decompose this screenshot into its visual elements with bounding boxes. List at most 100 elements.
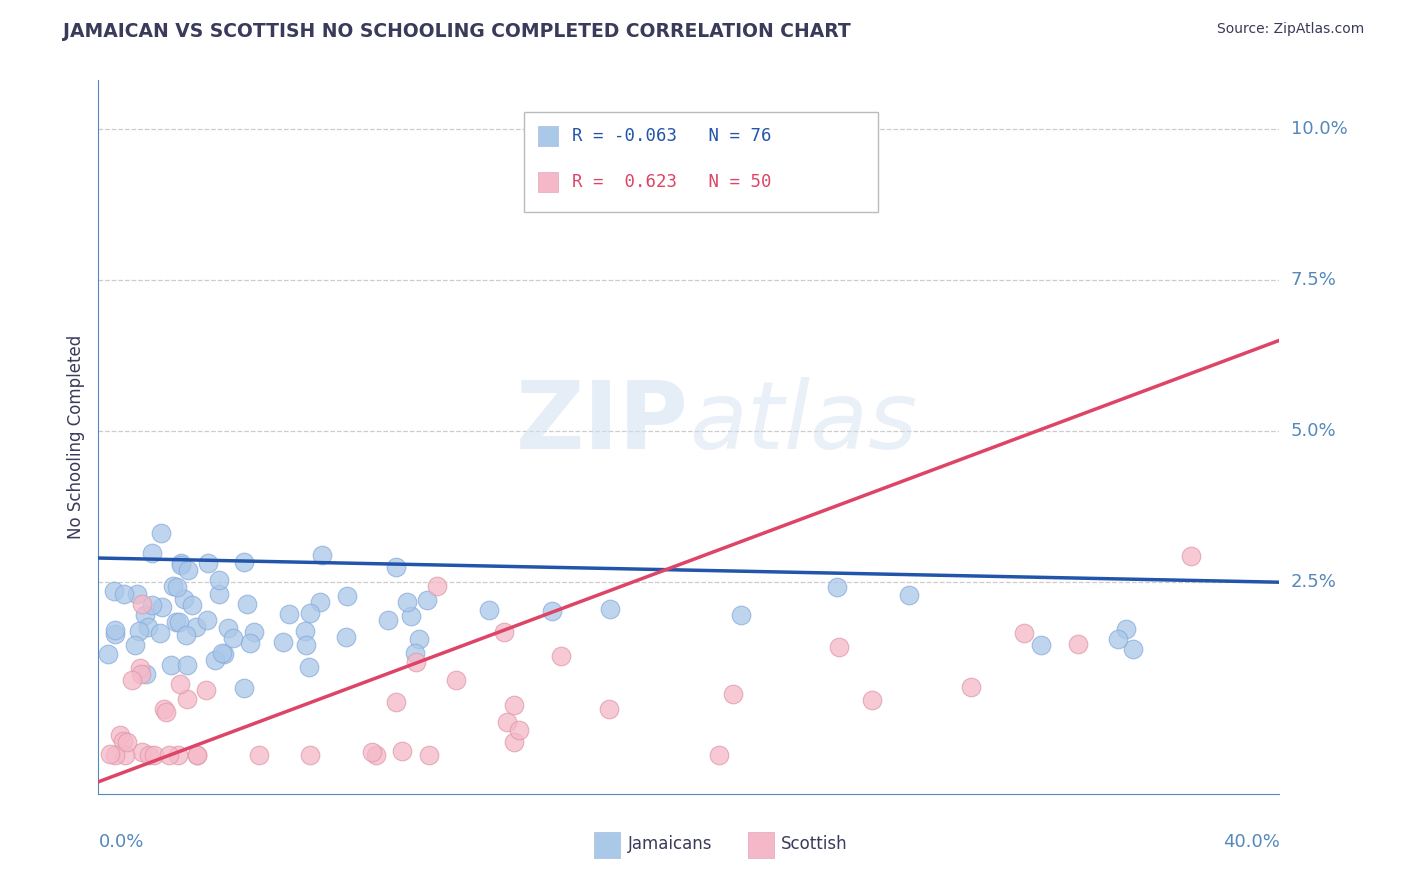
Point [1149, 639, 1171, 653]
Point [995, 366, 1018, 380]
Point [205, 555, 228, 569]
Point [602, 582, 624, 597]
Point [170, 541, 193, 556]
Point [167, 661, 190, 675]
Point [440, 670, 463, 684]
Point [115, 574, 138, 588]
Point [103, 739, 125, 753]
Point [225, 531, 247, 545]
Point [96, 523, 118, 537]
Point [957, 459, 980, 474]
Point [155, 507, 177, 521]
Point [132, 756, 155, 771]
Text: 0.0%: 0.0% [98, 833, 143, 851]
Point [444, 558, 467, 572]
FancyBboxPatch shape [537, 126, 558, 146]
Point [202, 581, 225, 595]
Point [142, 756, 165, 771]
Point [202, 600, 225, 615]
Point [142, 574, 165, 589]
Point [127, 756, 149, 771]
Point [344, 615, 367, 630]
Text: R = -0.063   N = 76: R = -0.063 N = 76 [572, 127, 772, 145]
Point [108, 528, 131, 542]
Point [136, 628, 159, 642]
FancyBboxPatch shape [523, 112, 877, 212]
Point [1012, 558, 1035, 572]
Point [318, 738, 340, 752]
FancyBboxPatch shape [537, 172, 558, 193]
Point [225, 589, 247, 603]
Point [94, 756, 117, 771]
Y-axis label: No Schooling Completed: No Schooling Completed [66, 335, 84, 539]
Point [111, 541, 134, 555]
Point [695, 473, 717, 487]
Point [110, 580, 132, 594]
Point [432, 756, 454, 771]
Point [114, 642, 136, 657]
Point [242, 756, 264, 771]
FancyBboxPatch shape [595, 832, 620, 858]
Point [105, 650, 128, 665]
Point [132, 656, 155, 670]
FancyBboxPatch shape [748, 832, 773, 858]
Point [101, 527, 124, 541]
Point [312, 582, 335, 596]
Point [115, 756, 138, 771]
Point [134, 483, 156, 497]
Text: Source: ZipAtlas.com: Source: ZipAtlas.com [1216, 22, 1364, 37]
Point [101, 756, 124, 771]
Point [239, 753, 262, 767]
Point [121, 582, 143, 597]
Point [264, 624, 287, 638]
Point [124, 692, 146, 706]
Point [112, 558, 135, 572]
Point [662, 606, 685, 620]
Point [1085, 487, 1108, 501]
Point [134, 485, 156, 500]
Point [148, 665, 170, 679]
Point [136, 677, 159, 691]
Point [339, 551, 361, 566]
Point [654, 592, 676, 607]
Point [122, 546, 145, 560]
Point [117, 543, 139, 558]
Point [172, 597, 194, 611]
Point [96, 756, 118, 771]
Point [318, 685, 340, 699]
Point [266, 591, 288, 605]
Text: 10.0%: 10.0% [1291, 120, 1347, 137]
Point [247, 565, 270, 579]
Point [572, 660, 595, 674]
Point [148, 565, 170, 579]
Point [128, 629, 150, 643]
Point [142, 756, 165, 771]
Point [111, 642, 134, 657]
Point [136, 585, 159, 599]
Point [125, 696, 148, 710]
Point [204, 756, 226, 771]
Point [131, 568, 153, 582]
Point [253, 488, 276, 502]
Text: 2.5%: 2.5% [1291, 574, 1337, 591]
Point [101, 737, 124, 751]
Point [314, 710, 336, 724]
Point [111, 753, 134, 767]
Point [276, 516, 298, 530]
Point [270, 756, 292, 771]
Point [155, 527, 177, 541]
Point [139, 542, 162, 557]
Text: R =  0.623   N = 50: R = 0.623 N = 50 [572, 173, 772, 191]
Point [176, 756, 198, 771]
Point [204, 632, 226, 647]
Point [159, 575, 181, 590]
Text: 7.5%: 7.5% [1291, 271, 1337, 289]
Point [1111, 686, 1133, 700]
Text: 5.0%: 5.0% [1291, 422, 1336, 440]
Text: Jamaicans: Jamaicans [627, 835, 711, 853]
Point [131, 516, 153, 531]
Point [537, 528, 560, 542]
Point [152, 621, 174, 635]
Point [98, 728, 121, 742]
Point [132, 566, 155, 581]
